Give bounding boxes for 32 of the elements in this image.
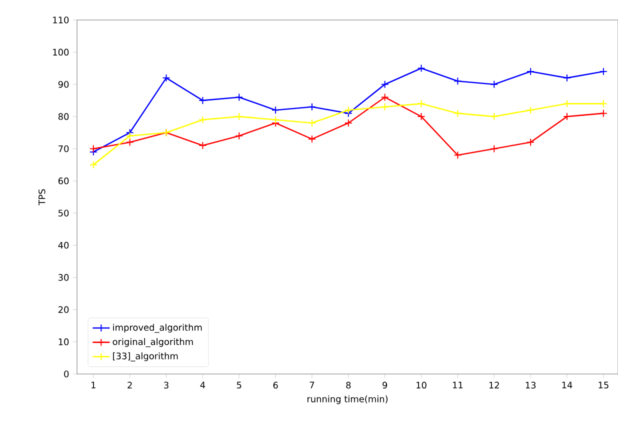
x-tick-label: 5 — [236, 382, 242, 388]
x-tick-label: 15 — [598, 382, 608, 388]
y-axis-title: TPS — [38, 189, 46, 206]
legend-label: improved_algorithm — [113, 324, 202, 333]
y-tick-label: 70 — [58, 145, 69, 152]
x-axis-title: running time(min) — [308, 395, 388, 404]
x-tick-label: 8 — [346, 382, 351, 389]
y-tick-label: 0 — [64, 370, 69, 378]
y-tick-label: 80 — [58, 113, 69, 120]
x-tick-label: 1 — [92, 382, 96, 388]
y-tick-label: 40 — [58, 242, 69, 249]
x-tick-label: 13 — [526, 382, 536, 389]
x-tick-label: 12 — [489, 382, 499, 388]
y-tick-label: 20 — [58, 306, 69, 314]
y-tick-label: 100 — [53, 48, 69, 56]
x-tick-label: 11 — [452, 382, 463, 388]
y-tick-label: 90 — [58, 80, 69, 88]
legend-label: [33]_algorithm — [113, 352, 178, 362]
y-tick-label: 10 — [58, 338, 69, 346]
legend-label: original_algorithm — [112, 338, 193, 348]
x-tick-label: 4 — [200, 382, 206, 388]
x-tick-label: 2 — [128, 382, 132, 388]
y-tick-label: 110 — [53, 16, 69, 24]
x-tick-label: 9 — [382, 382, 388, 389]
x-tick-label: 10 — [416, 382, 426, 389]
y-tick-label: 50 — [58, 210, 69, 216]
y-tick-label: 30 — [58, 274, 69, 281]
y-tick-label: 60 — [58, 178, 69, 184]
x-tick-label: 3 — [164, 382, 168, 389]
x-tick-label: 7 — [310, 382, 314, 388]
x-tick-label: 6 — [273, 382, 278, 389]
x-tick-label: 14 — [562, 382, 572, 388]
